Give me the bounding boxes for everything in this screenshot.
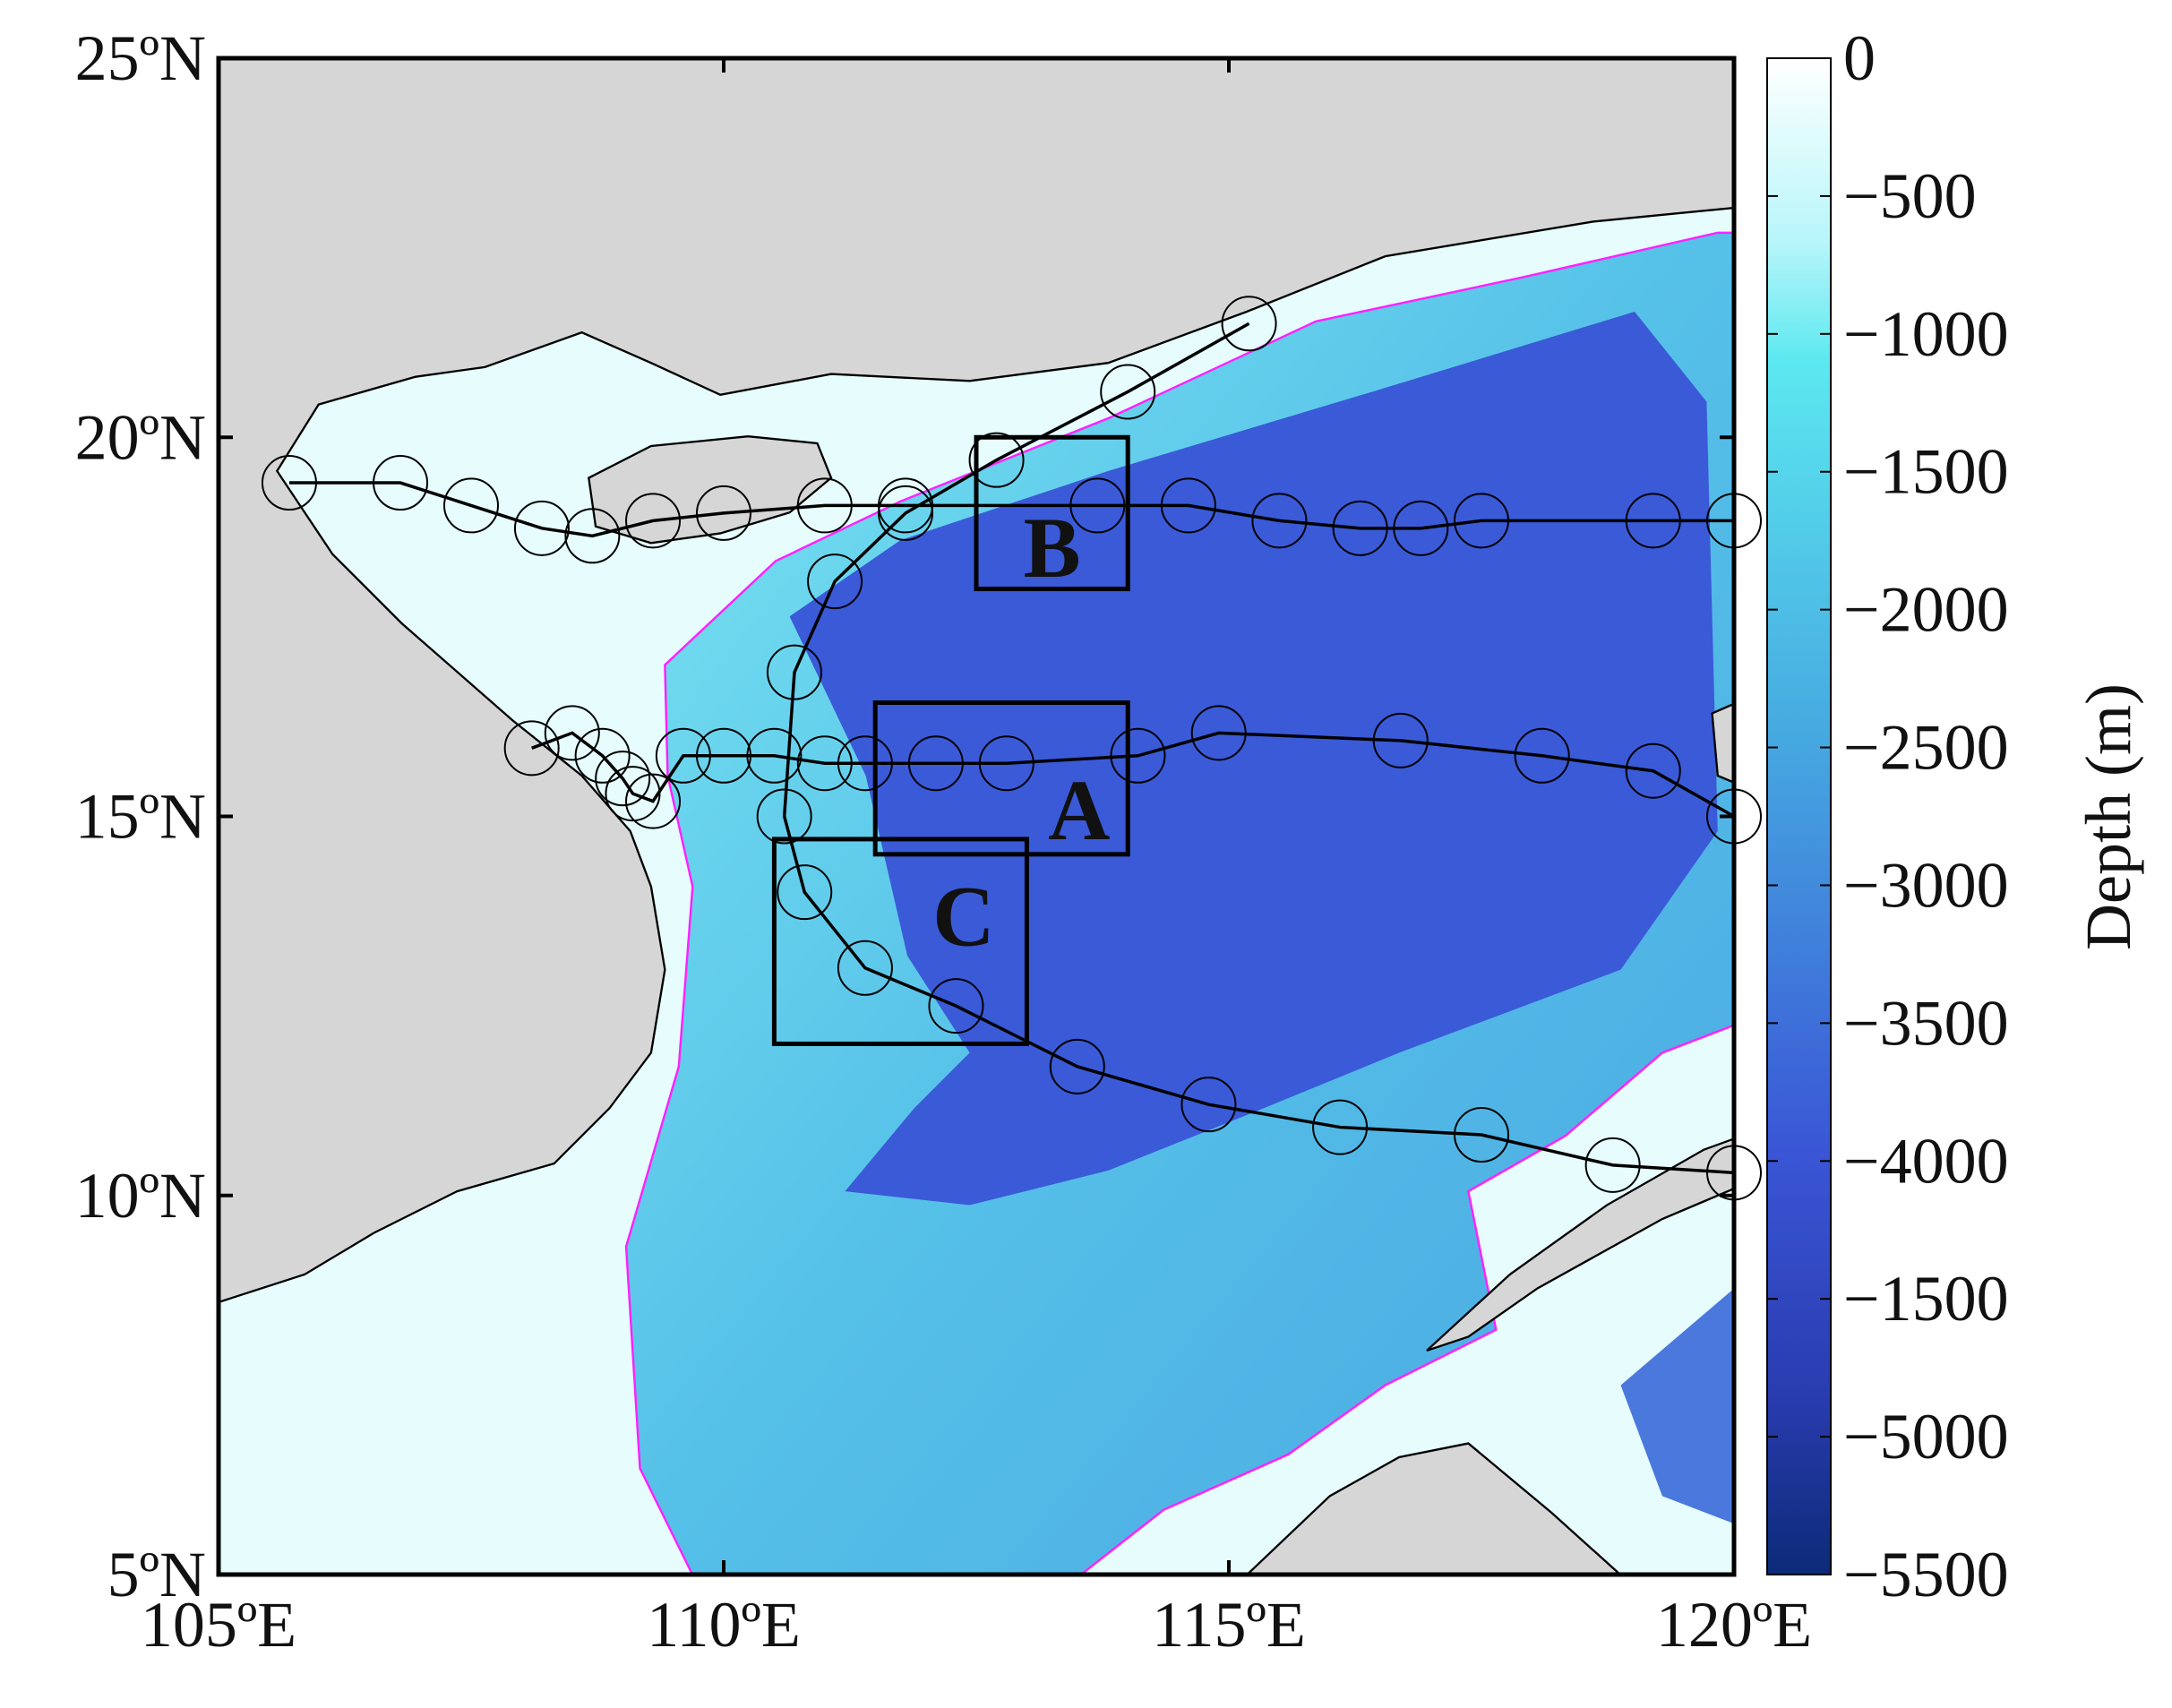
track-point <box>513 500 570 556</box>
track-point <box>625 493 682 549</box>
box-label: A <box>1048 762 1110 858</box>
colorbar-tick-label: −1500 <box>1843 436 2009 508</box>
track-point <box>1625 493 1681 549</box>
deep-basin-south <box>1620 1288 1734 1524</box>
track-point <box>261 455 317 511</box>
track-point <box>574 727 631 784</box>
track-point <box>1332 500 1388 556</box>
colorbar <box>1766 57 1832 1575</box>
track-point <box>807 554 863 610</box>
colorbar-tick-label: −5500 <box>1843 1539 2009 1610</box>
overlay: B AC <box>261 296 1762 1201</box>
track-point <box>978 735 1034 792</box>
borneo <box>1245 1442 1622 1575</box>
track-point <box>928 978 984 1034</box>
region-box <box>872 700 1130 857</box>
track-point <box>1069 477 1126 534</box>
colorbar-tick-label: −500 <box>1843 160 1977 232</box>
colorbar-tick-label: −5000 <box>1843 1401 2009 1472</box>
track-point <box>1221 296 1277 352</box>
track-point <box>1584 1137 1641 1193</box>
track-point <box>655 727 711 784</box>
colorbar-tick-label: 0 <box>1843 22 1876 94</box>
track-point <box>1049 1038 1105 1094</box>
box-label: C <box>932 869 994 965</box>
track-point <box>1372 712 1429 768</box>
y-tick-label: 5ºN <box>107 1539 206 1610</box>
track-point <box>1312 1099 1369 1155</box>
region-box <box>974 434 1130 592</box>
track-point <box>503 720 560 777</box>
track-point <box>1110 727 1166 784</box>
track-point <box>1190 705 1247 761</box>
track-point <box>373 455 429 511</box>
track-point <box>605 766 661 822</box>
land <box>219 58 1734 1304</box>
colorbar-tick-label: −3000 <box>1843 849 2009 921</box>
track-point <box>777 864 833 921</box>
colorbar-label: Depth (m) <box>2073 683 2144 950</box>
box-label: B <box>1024 500 1081 596</box>
colorbar-tick-label: −2000 <box>1843 574 2009 646</box>
y-tick-label: 10ºN <box>75 1160 206 1232</box>
colorbar-tick-label: −3500 <box>1843 987 2009 1059</box>
track-point <box>746 727 803 784</box>
track-point <box>756 788 812 845</box>
track-point <box>796 735 853 792</box>
map-background <box>219 58 1734 1575</box>
x-tick-label: 105ºE <box>141 1589 296 1661</box>
track-point <box>968 432 1025 488</box>
track-point <box>625 773 682 829</box>
luzon <box>1711 702 1734 784</box>
colorbar-tick-label: −1500 <box>1843 1263 2009 1335</box>
track-point <box>696 727 751 784</box>
colorbar-tick-label: −1000 <box>1843 298 2009 370</box>
deep-basin <box>789 311 1718 1206</box>
track-point <box>837 735 893 792</box>
track-point <box>837 940 893 996</box>
x-tick-label: 110ºE <box>647 1589 801 1661</box>
track-line <box>288 481 1734 538</box>
track-point <box>696 485 751 541</box>
track-line <box>531 731 1735 819</box>
track-point <box>1454 1107 1509 1163</box>
palawan <box>1426 1137 1734 1352</box>
y-tick-label: 15ºN <box>75 781 206 853</box>
track-point <box>878 485 934 541</box>
x-tick-label: 120ºE <box>1656 1589 1812 1661</box>
track-point <box>595 751 651 807</box>
track-point <box>1514 727 1570 784</box>
track-point <box>878 477 934 534</box>
track-point <box>1100 364 1156 420</box>
track-point <box>1160 477 1216 534</box>
y-tick-label: 20ºN <box>75 401 206 473</box>
track-point <box>564 508 621 564</box>
track-line <box>782 322 1735 1175</box>
track-point <box>1251 493 1308 549</box>
region-box <box>771 837 1029 1046</box>
x-tick-label: 115ºE <box>1152 1589 1306 1661</box>
track-point <box>443 477 499 534</box>
track-point <box>796 477 853 534</box>
track-point <box>907 735 964 792</box>
track-point <box>1393 500 1449 556</box>
track-point <box>1180 1077 1237 1133</box>
track-point <box>1625 742 1681 799</box>
y-tick-label: 25ºN <box>75 22 206 94</box>
track-point <box>766 644 822 700</box>
track-point <box>1454 493 1509 549</box>
track-point <box>544 705 600 761</box>
colorbar-tick-label: −4000 <box>1843 1125 2009 1197</box>
colorbar-tick-label: −2500 <box>1843 712 2009 784</box>
